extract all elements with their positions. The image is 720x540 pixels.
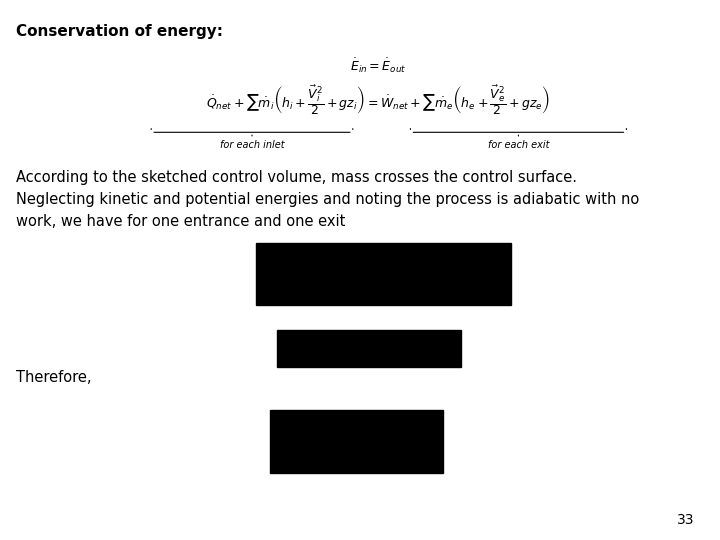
Text: $\dot{E}_{in} = \dot{E}_{out}$: $\dot{E}_{in} = \dot{E}_{out}$ — [350, 57, 406, 76]
Text: Conservation of energy:: Conservation of energy: — [16, 24, 223, 39]
Text: work, we have for one entrance and one exit: work, we have for one entrance and one e… — [16, 214, 345, 230]
Bar — [277, 330, 461, 367]
Text: Neglecting kinetic and potential energies and noting the process is adiabatic wi: Neglecting kinetic and potential energie… — [16, 192, 639, 207]
Bar — [270, 410, 443, 472]
Text: 33: 33 — [678, 512, 695, 526]
Bar — [256, 243, 511, 305]
Text: for each exit: for each exit — [487, 140, 549, 151]
Text: Therefore,: Therefore, — [16, 370, 91, 385]
Text: for each inlet: for each inlet — [220, 140, 284, 151]
Text: $\dot{Q}_{net} + \sum \dot{m}_i \left( h_i + \dfrac{\vec{V}_i^2}{2} + gz_i \righ: $\dot{Q}_{net} + \sum \dot{m}_i \left( h… — [206, 84, 550, 117]
Text: According to the sketched control volume, mass crosses the control surface.: According to the sketched control volume… — [16, 170, 577, 185]
